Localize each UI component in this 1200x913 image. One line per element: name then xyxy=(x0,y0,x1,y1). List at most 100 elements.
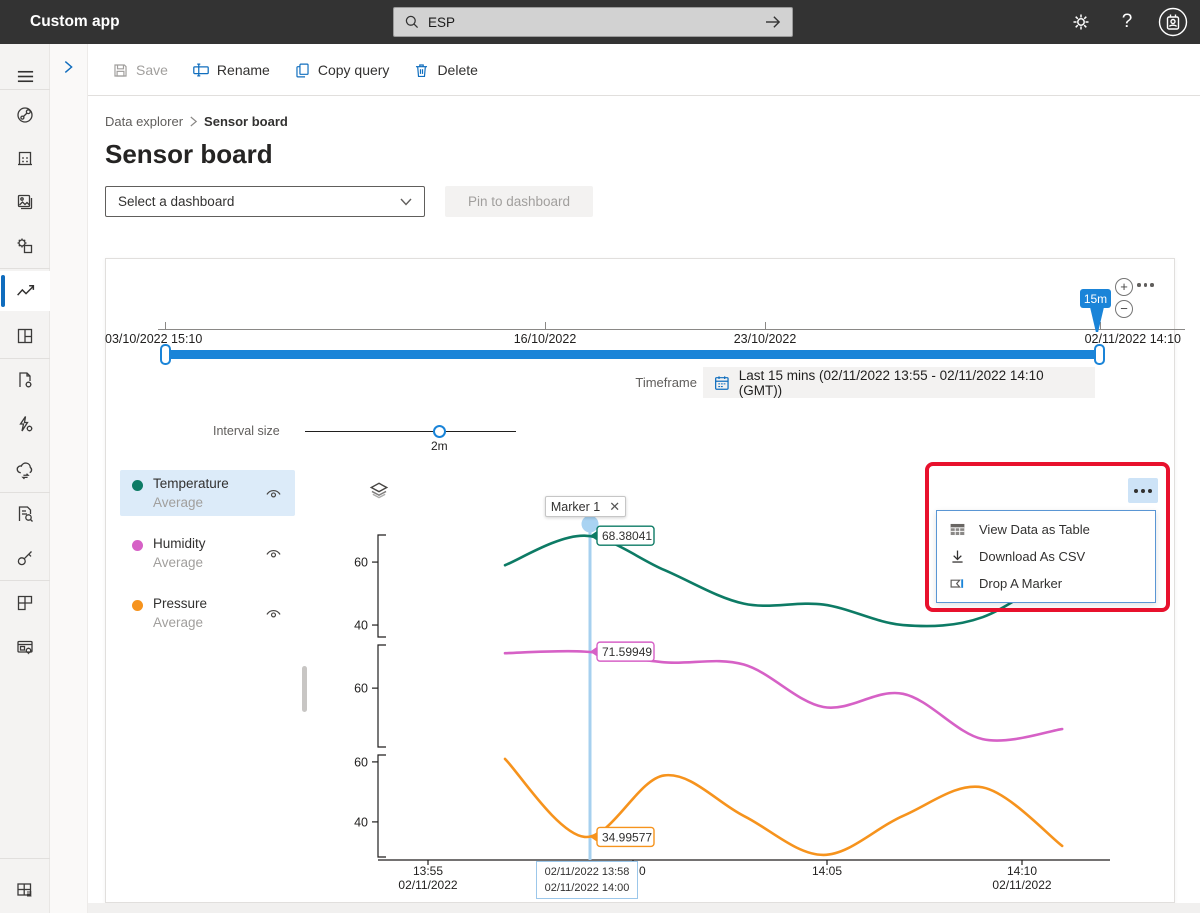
svg-text:34.99577: 34.99577 xyxy=(602,830,652,844)
delete-button[interactable]: Delete xyxy=(413,62,478,79)
nav-lightning-gear-icon[interactable] xyxy=(0,404,50,444)
download-icon xyxy=(952,550,963,563)
rename-button[interactable]: Rename xyxy=(192,61,270,79)
timeline-label-mid2: 23/10/2022 xyxy=(733,332,797,346)
legend-item-temperature[interactable]: Temperature Average xyxy=(120,470,295,516)
nav-tiles-icon[interactable] xyxy=(0,316,50,356)
settings-gear-icon[interactable] xyxy=(1069,10,1093,34)
stacked-axes-layers-icon[interactable] xyxy=(366,478,392,504)
search-input[interactable] xyxy=(428,14,756,30)
hamburger-menu-icon[interactable] xyxy=(0,56,50,96)
svg-text:60: 60 xyxy=(354,556,368,570)
breadcrumb: Data explorer Sensor board xyxy=(105,114,288,129)
help-icon[interactable]: ? xyxy=(1121,11,1133,32)
timeline-more-options-icon[interactable] xyxy=(1137,283,1154,287)
interval-size-label: Interval size xyxy=(213,424,280,438)
timeline-label-start: 03/10/2022 15:10 xyxy=(105,332,203,346)
zoom-window-badge[interactable]: 15m xyxy=(1080,289,1111,308)
nav-line-chart-icon[interactable] xyxy=(0,271,50,311)
menu-item-view-data-as-table[interactable]: View Data as Table xyxy=(937,516,1155,543)
legend-scrollbar-thumb[interactable] xyxy=(302,666,307,712)
dashboard-select[interactable]: Select a dashboard xyxy=(105,186,425,217)
marker-label: Marker 1 xyxy=(550,499,601,514)
calendar-icon xyxy=(715,375,729,390)
legend-aggregation: Average xyxy=(153,615,204,630)
nav-expand-rail xyxy=(50,44,88,913)
legend-item-humidity[interactable]: Humidity Average xyxy=(120,530,295,576)
nav-document-gear-icon[interactable] xyxy=(0,360,50,400)
svg-text:40: 40 xyxy=(354,619,368,633)
svg-text:14:05: 14:05 xyxy=(812,864,842,878)
visibility-eye-icon[interactable] xyxy=(264,486,283,501)
svg-text:13:55: 13:55 xyxy=(413,864,443,878)
rename-icon xyxy=(193,63,209,77)
timeline-label-end: 02/11/2022 14:10 xyxy=(1084,332,1181,346)
visibility-eye-icon[interactable] xyxy=(264,606,283,621)
temperature-dot-icon xyxy=(132,479,143,491)
interval-slider-handle[interactable] xyxy=(433,425,446,438)
interval-slider-track[interactable] xyxy=(305,431,516,432)
humidity-dot-icon xyxy=(132,539,143,551)
selected-indicator xyxy=(1,275,5,307)
legend-name: Temperature xyxy=(153,476,229,491)
legend-item-pressure[interactable]: Pressure Average xyxy=(120,590,295,636)
search-box[interactable] xyxy=(393,7,793,37)
command-toolbar xyxy=(88,44,1200,96)
brush-handle-left[interactable] xyxy=(160,344,171,365)
nav-chip-gear-icon[interactable] xyxy=(0,226,50,266)
pressure-dot-icon xyxy=(132,599,143,611)
expand-nav-chevron-icon[interactable] xyxy=(59,58,77,76)
timeline-label-mid1: 16/10/2022 xyxy=(513,332,577,346)
nav-image-stack-icon[interactable] xyxy=(0,182,50,222)
save-button[interactable]: Save xyxy=(112,62,168,79)
marker-close-icon[interactable]: ✕ xyxy=(609,499,621,514)
menu-item-drop-a-marker[interactable]: Drop A Marker xyxy=(937,570,1155,597)
menu-item-download-as-csv[interactable]: Download As CSV xyxy=(937,543,1155,570)
nav-building-dots-icon[interactable] xyxy=(0,138,50,178)
zoom-out-button[interactable]: − xyxy=(1115,300,1133,318)
search-submit-arrow-icon[interactable] xyxy=(764,15,782,29)
highlight-red-ring xyxy=(925,462,1170,612)
nav-key-icon[interactable] xyxy=(0,538,50,578)
legend-name: Pressure xyxy=(153,596,208,611)
svg-text:14:10: 14:10 xyxy=(1007,864,1037,878)
marker-flag-icon xyxy=(950,578,964,588)
timeframe-button[interactable]: Last 15 mins (02/11/2022 13:55 - 02/11/2… xyxy=(703,367,1095,398)
brush-handle-right[interactable] xyxy=(1094,344,1105,365)
zoom-in-button[interactable]: + xyxy=(1115,278,1133,296)
search-icon xyxy=(405,15,419,29)
save-icon xyxy=(114,63,127,77)
nav-cloud-sync-icon[interactable] xyxy=(0,449,50,489)
svg-text:68.38041: 68.38041 xyxy=(602,529,652,543)
app-title: Custom app xyxy=(30,13,120,30)
svg-text:71.59949: 71.59949 xyxy=(602,645,652,659)
visibility-eye-icon[interactable] xyxy=(264,546,283,561)
chevron-down-icon xyxy=(400,198,412,206)
timeline-axis xyxy=(158,329,1185,330)
nav-network-icon[interactable] xyxy=(0,95,50,135)
time-brush-track[interactable] xyxy=(165,350,1100,359)
interval-value: 2m xyxy=(431,439,448,453)
nav-grid-list-icon[interactable] xyxy=(0,870,50,910)
breadcrumb-parent[interactable]: Data explorer xyxy=(105,114,184,129)
nav-window-gear-icon[interactable] xyxy=(0,627,50,667)
nav-document-search-icon[interactable] xyxy=(0,494,50,534)
breadcrumb-chevron-icon xyxy=(190,116,198,127)
timeframe-label: Timeframe xyxy=(635,375,697,390)
nav-grid-partial-icon[interactable] xyxy=(0,583,50,623)
copy-query-button[interactable]: Copy query xyxy=(294,62,389,79)
page-bottom-strip xyxy=(88,903,1200,913)
breadcrumb-current: Sensor board xyxy=(204,114,288,129)
svg-text:40: 40 xyxy=(354,815,368,829)
marker-date-tooltip: 02/11/2022 13:58 02/11/2022 14:00 xyxy=(536,861,638,899)
pin-to-dashboard-button[interactable]: Pin to dashboard xyxy=(445,186,593,217)
svg-text:02/11/2022: 02/11/2022 xyxy=(992,878,1051,892)
svg-text:60: 60 xyxy=(354,682,368,696)
nav-rail xyxy=(0,44,50,913)
account-avatar-icon[interactable] xyxy=(1157,6,1189,38)
marker-tag[interactable]: Marker 1 ✕ xyxy=(545,496,626,517)
page-title: Sensor board xyxy=(105,139,273,169)
copy-icon xyxy=(296,63,309,77)
chart-more-options-button[interactable] xyxy=(1128,478,1158,503)
